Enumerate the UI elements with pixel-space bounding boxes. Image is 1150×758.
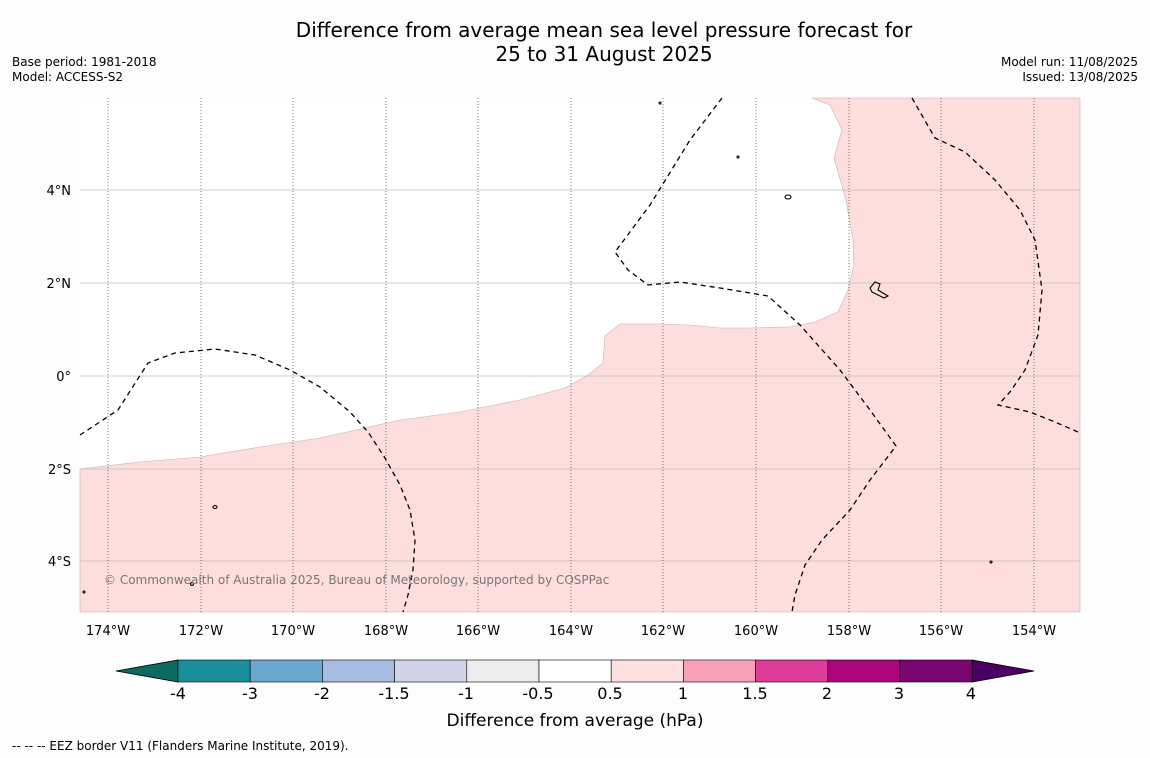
lon-tick-label: 160°W xyxy=(734,624,778,639)
colorbar-tick-label: 2 xyxy=(822,684,832,703)
colorbar-extend-high xyxy=(971,659,1035,683)
lat-tick-label: 2°S xyxy=(48,463,71,478)
lon-tick-label: 158°W xyxy=(827,624,871,639)
island-small-4 xyxy=(736,155,740,159)
colorbar-tick-label: -2 xyxy=(314,684,330,703)
colorbar-segment xyxy=(610,659,684,683)
lon-tick-label: 174°W xyxy=(86,624,130,639)
lat-tick-label: 0° xyxy=(56,370,71,385)
title-line-1: Difference from average mean sea level p… xyxy=(295,18,913,42)
colorbar-label: Difference from average (hPa) xyxy=(447,711,704,731)
copyright-text: © Commonwealth of Australia 2025, Bureau… xyxy=(104,573,609,587)
colorbar xyxy=(115,659,1035,683)
colorbar-tick-label: 1.5 xyxy=(742,684,767,703)
colorbar-tick-label: -4 xyxy=(170,684,186,703)
colorbar-tick-label: 3 xyxy=(894,684,904,703)
colorbar-segment xyxy=(322,659,395,683)
colorbar-tick-label: 0.5 xyxy=(597,684,622,703)
island-small-6 xyxy=(82,590,86,594)
lon-tick-labels: 174°W 172°W 170°W 168°W 166°W 164°W 162°… xyxy=(86,624,1056,639)
eez-border-central xyxy=(614,97,897,613)
colorbar-segment xyxy=(177,659,251,683)
anomaly-region xyxy=(79,97,1081,613)
map-panel: © Commonwealth of Australia 2025, Bureau… xyxy=(79,97,1081,613)
eez-legend-note: -- -- -- EEZ border V11 (Flanders Marine… xyxy=(12,739,349,753)
meta-left: Base period: 1981-2018 Model: ACCESS-S2 xyxy=(12,55,157,85)
colorbar-segment xyxy=(394,659,468,683)
lat-tick-label: 2°N xyxy=(47,277,72,292)
lon-tick-label: 156°W xyxy=(919,624,963,639)
eez-borders xyxy=(79,97,1079,613)
colorbar-segment xyxy=(899,659,973,683)
island-teraina xyxy=(784,194,792,200)
lat-tick-labels: 4°N 2°N 0° 2°S 4°S xyxy=(47,184,72,570)
lon-tick-label: 170°W xyxy=(271,624,315,639)
lon-tick-label: 164°W xyxy=(549,624,593,639)
colorbar-tick-label: 4 xyxy=(966,684,976,703)
colorbar-segment xyxy=(755,659,829,683)
island-small-5 xyxy=(989,560,993,564)
island-kiritimati xyxy=(869,281,890,299)
colorbar-extend-low xyxy=(115,659,179,683)
model-name: Model: ACCESS-S2 xyxy=(12,70,124,84)
eez-border-east xyxy=(911,97,1079,433)
lon-tick-label: 154°W xyxy=(1012,624,1056,639)
island-small-1 xyxy=(212,504,218,510)
map-title: Difference from average mean sea level p… xyxy=(0,18,1150,66)
lat-tick-label: 4°N xyxy=(47,184,72,199)
title-line-2: 25 to 31 August 2025 xyxy=(495,42,713,66)
lat-gridlines xyxy=(80,189,1080,562)
island-small-3 xyxy=(658,101,662,105)
colorbar-tick-label: 1 xyxy=(678,684,688,703)
model-run: Model run: 11/08/2025 xyxy=(1000,55,1138,69)
colorbar-segment xyxy=(249,659,323,683)
base-period: Base period: 1981-2018 xyxy=(12,55,157,69)
colorbar-segment xyxy=(538,659,612,683)
lon-tick-label: 166°W xyxy=(456,624,500,639)
meta-right: Model run: 11/08/2025 Issued: 13/08/2025 xyxy=(1001,55,1138,85)
lon-tick-label: 172°W xyxy=(179,624,223,639)
colorbar-tick-label: -1 xyxy=(458,684,474,703)
colorbar-tick-label: -1.5 xyxy=(378,684,409,703)
lon-tick-label: 168°W xyxy=(364,624,408,639)
islands xyxy=(82,101,993,594)
lon-tick-label: 162°W xyxy=(641,624,685,639)
lat-tick-label: 4°S xyxy=(48,555,71,570)
colorbar-segment xyxy=(683,659,756,683)
colorbar-segment xyxy=(827,659,901,683)
island-small-2 xyxy=(189,581,195,587)
colorbar-tick-label: -3 xyxy=(242,684,258,703)
colorbar-ticks: -4 -3 -2 -1.5 -1 -0.5 0.5 1 1.5 2 3 4 xyxy=(170,684,976,703)
colorbar-tick-label: -0.5 xyxy=(522,684,553,703)
issued-date: Issued: 13/08/2025 xyxy=(1022,70,1138,84)
eez-border-west xyxy=(79,348,416,613)
colorbar-segment xyxy=(466,659,540,683)
